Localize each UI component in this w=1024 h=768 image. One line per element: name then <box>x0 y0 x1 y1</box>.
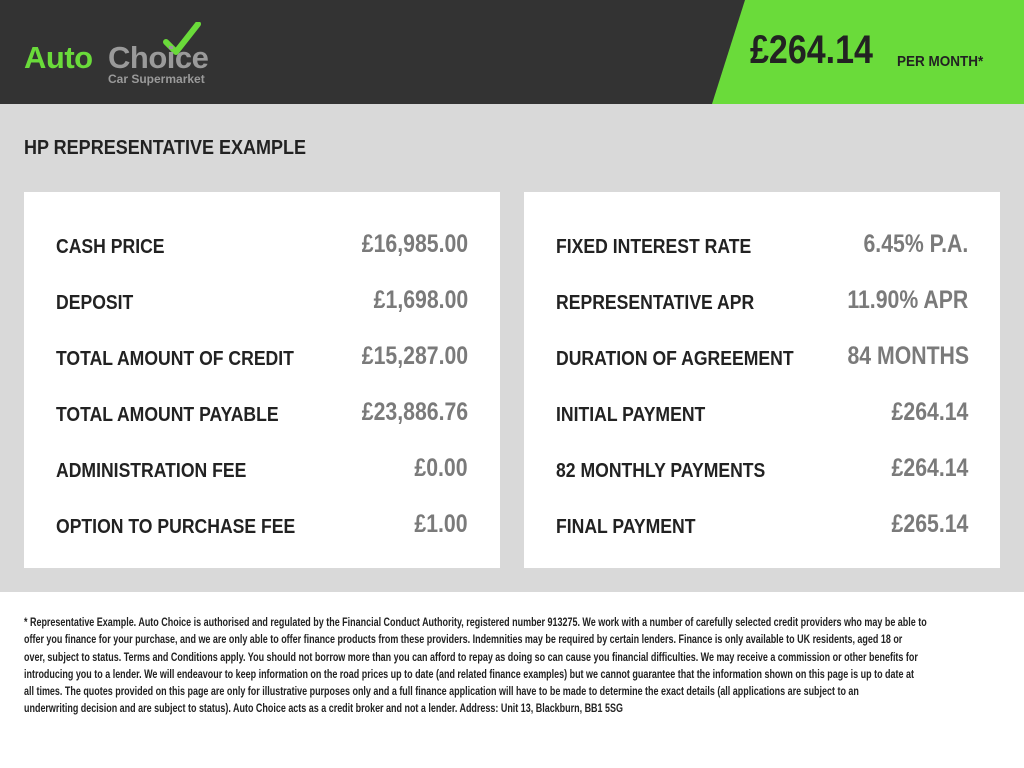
finance-row: OPTION TO PURCHASE FEE £1.00 <box>56 496 468 552</box>
disclaimer: * Representative Example. Auto Choice is… <box>24 615 1024 719</box>
logo-text-choice: Choice <box>108 40 209 75</box>
finance-label: REPRESENTATIVE APR <box>556 291 755 314</box>
checkmark-icon <box>163 22 201 55</box>
finance-value: £16,985.00 <box>361 229 468 258</box>
disclaimer-line: all times. The quotes provided on this p… <box>24 686 859 699</box>
finance-row: FINAL PAYMENT £265.14 <box>556 496 968 552</box>
finance-label: INITIAL PAYMENT <box>556 403 706 426</box>
finance-row: 82 MONTHLY PAYMENTS £264.14 <box>556 440 968 496</box>
finance-value: £0.00 <box>414 453 468 482</box>
finance-label: FINAL PAYMENT <box>556 515 696 538</box>
finance-row: INITIAL PAYMENT £264.14 <box>556 384 968 440</box>
finance-label: DEPOSIT <box>56 291 134 314</box>
price-banner <box>712 0 1024 104</box>
finance-row: DURATION OF AGREEMENT 84 MONTHS <box>556 328 970 384</box>
finance-row: REPRESENTATIVE APR 11.90% APR <box>556 272 968 328</box>
disclaimer-line: underwriting decision and are subject to… <box>24 703 623 716</box>
left-finance-card: CASH PRICE £16,985.00 DEPOSIT £1,698.00 TOTA… <box>24 192 500 568</box>
finance-label: TOTAL AMOUNT PAYABLE <box>56 403 279 426</box>
per-month-label: PER MONTH* <box>897 53 984 70</box>
finance-label: 82 MONTHLY PAYMENTS <box>556 459 766 482</box>
logo-tagline: Car Supermarket <box>108 72 205 86</box>
finance-row: ADMINISTRATION FEE £0.00 <box>56 440 468 496</box>
right-finance-card: FIXED INTEREST RATE 6.45% P.A. REPRESENTAT… <box>524 192 1000 568</box>
finance-row: TOTAL AMOUNT PAYABLE £23,886.76 <box>56 384 468 440</box>
disclaimer-line: introducing you to a lender. We will end… <box>24 668 914 681</box>
finance-label: DURATION OF AGREEMENT <box>556 347 794 370</box>
finance-label: OPTION TO PURCHASE FEE <box>56 515 296 538</box>
finance-label: FIXED INTEREST RATE <box>556 235 752 258</box>
finance-value: 84 MONTHS <box>847 341 970 370</box>
disclaimer-line: over, subject to status. Terms and Condi… <box>24 651 918 664</box>
section-title: HP REPRESENTATIVE EXAMPLE <box>24 137 307 159</box>
finance-label: ADMINISTRATION FEE <box>56 459 247 482</box>
finance-row: DEPOSIT £1,698.00 <box>56 272 468 328</box>
header: Auto Choice Car Supermarket £264.14 PER … <box>0 0 1024 104</box>
disclaimer-line: * Representative Example. Auto Choice is… <box>24 617 927 629</box>
finance-value: £265.14 <box>891 509 968 538</box>
finance-value: £264.14 <box>891 397 968 426</box>
finance-value: £264.14 <box>891 453 968 482</box>
finance-value: £15,287.00 <box>361 341 468 370</box>
finance-value: £23,886.76 <box>361 397 468 426</box>
auto-choice-logo[interactable]: Auto Choice Car Supermarket <box>24 22 224 86</box>
finance-value: 11.90% APR <box>847 285 968 314</box>
finance-row: FIXED INTEREST RATE 6.45% P.A. <box>556 216 968 272</box>
finance-label: TOTAL AMOUNT OF CREDIT <box>56 347 294 370</box>
logo-text-auto: Auto <box>24 40 93 75</box>
disclaimer-line: offer you finance for your purchase, and… <box>24 634 903 647</box>
monthly-price: £264.14 <box>750 28 873 72</box>
finance-value: £1.00 <box>414 509 468 538</box>
finance-row: CASH PRICE £16,985.00 <box>56 216 468 272</box>
finance-value: 6.45% P.A. <box>863 229 968 258</box>
finance-row: TOTAL AMOUNT OF CREDIT £15,287.00 <box>56 328 468 384</box>
finance-value: £1,698.00 <box>373 285 468 314</box>
finance-label: CASH PRICE <box>56 235 165 258</box>
